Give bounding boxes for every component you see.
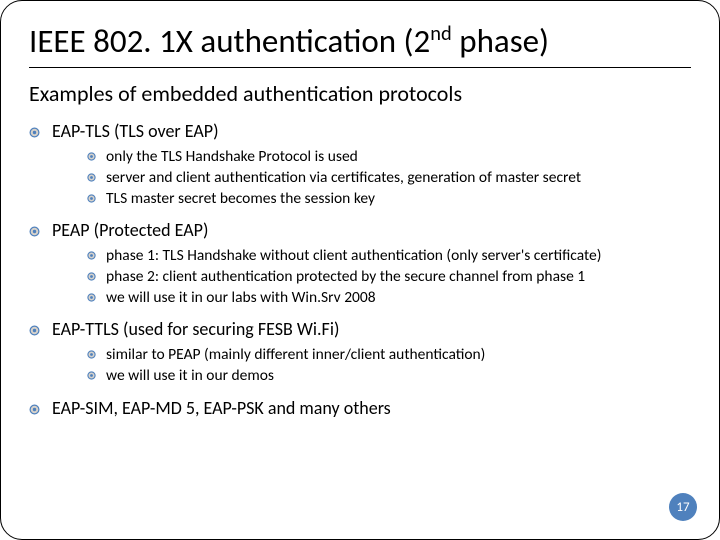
title-before: IEEE 802. 1X authentication (2 — [29, 21, 430, 61]
list-item: phase 1: TLS Handshake without client au… — [87, 246, 691, 266]
bullet-icon — [87, 371, 96, 380]
bullet-icon — [87, 350, 96, 359]
bullet-icon — [29, 226, 40, 237]
sub-item-text: similar to PEAP (mainly different inner/… — [106, 345, 485, 365]
sub-item-text: phase 1: TLS Handshake without client au… — [106, 246, 601, 266]
list-item: TLS master secret becomes the session ke… — [87, 189, 691, 209]
title-divider — [29, 67, 691, 68]
section-heading: EAP-TTLS (used for securing FESB Wi.Fi) — [52, 319, 339, 341]
bullet-icon — [87, 251, 96, 260]
sub-item-text: TLS master secret becomes the session ke… — [106, 189, 375, 209]
bullet-icon — [87, 293, 96, 302]
sub-item-text: server and client authentication via cer… — [106, 168, 581, 188]
section-heading-row: EAP-TLS (TLS over EAP) — [29, 121, 691, 143]
sub-list: similar to PEAP (mainly different inner/… — [87, 345, 691, 386]
section-heading: PEAP (Protected EAP) — [52, 220, 208, 242]
sub-list: phase 1: TLS Handshake without client au… — [87, 246, 691, 307]
sub-list: only the TLS Handshake Protocol is used … — [87, 147, 691, 208]
slide-frame: IEEE 802. 1X authentication (2nd phase) … — [0, 0, 720, 540]
slide-subtitle: Examples of embedded authentication prot… — [29, 80, 691, 107]
page-number: 17 — [676, 500, 689, 515]
section-heading: EAP-TLS (TLS over EAP) — [52, 121, 219, 143]
title-after: phase) — [452, 21, 549, 61]
page-number-badge: 17 — [669, 493, 697, 521]
list-item: EAP-TLS (TLS over EAP) only the TLS Hand… — [29, 121, 691, 208]
bullet-icon — [87, 194, 96, 203]
bullet-icon — [29, 404, 40, 415]
list-item: EAP-SIM, EAP-MD 5, EAP-PSK and many othe… — [29, 398, 691, 420]
sub-item-text: phase 2: client authentication protected… — [106, 267, 585, 287]
section-heading-row: EAP-SIM, EAP-MD 5, EAP-PSK and many othe… — [29, 398, 691, 420]
sub-item-text: only the TLS Handshake Protocol is used — [106, 147, 358, 167]
bullet-icon — [87, 173, 96, 182]
content-list: EAP-TLS (TLS over EAP) only the TLS Hand… — [29, 121, 691, 419]
list-item: only the TLS Handshake Protocol is used — [87, 147, 691, 167]
list-item: we will use it in our demos — [87, 366, 691, 386]
section-heading-row: EAP-TTLS (used for securing FESB Wi.Fi) — [29, 319, 691, 341]
slide-title: IEEE 802. 1X authentication (2nd phase) — [29, 23, 691, 59]
list-item: phase 2: client authentication protected… — [87, 267, 691, 287]
sub-item-text: we will use it in our demos — [106, 366, 274, 386]
bullet-icon — [87, 272, 96, 281]
list-item: server and client authentication via cer… — [87, 168, 691, 188]
bullet-icon — [29, 325, 40, 336]
list-item: PEAP (Protected EAP) phase 1: TLS Handsh… — [29, 220, 691, 307]
sub-item-text: we will use it in our labs with Win.Srv … — [106, 288, 376, 308]
section-heading-row: PEAP (Protected EAP) — [29, 220, 691, 242]
list-item: similar to PEAP (mainly different inner/… — [87, 345, 691, 365]
bullet-icon — [29, 127, 40, 138]
list-item: EAP-TTLS (used for securing FESB Wi.Fi) … — [29, 319, 691, 385]
section-heading: EAP-SIM, EAP-MD 5, EAP-PSK and many othe… — [52, 398, 391, 420]
list-item: we will use it in our labs with Win.Srv … — [87, 288, 691, 308]
title-super: nd — [430, 22, 451, 46]
bullet-icon — [87, 152, 96, 161]
